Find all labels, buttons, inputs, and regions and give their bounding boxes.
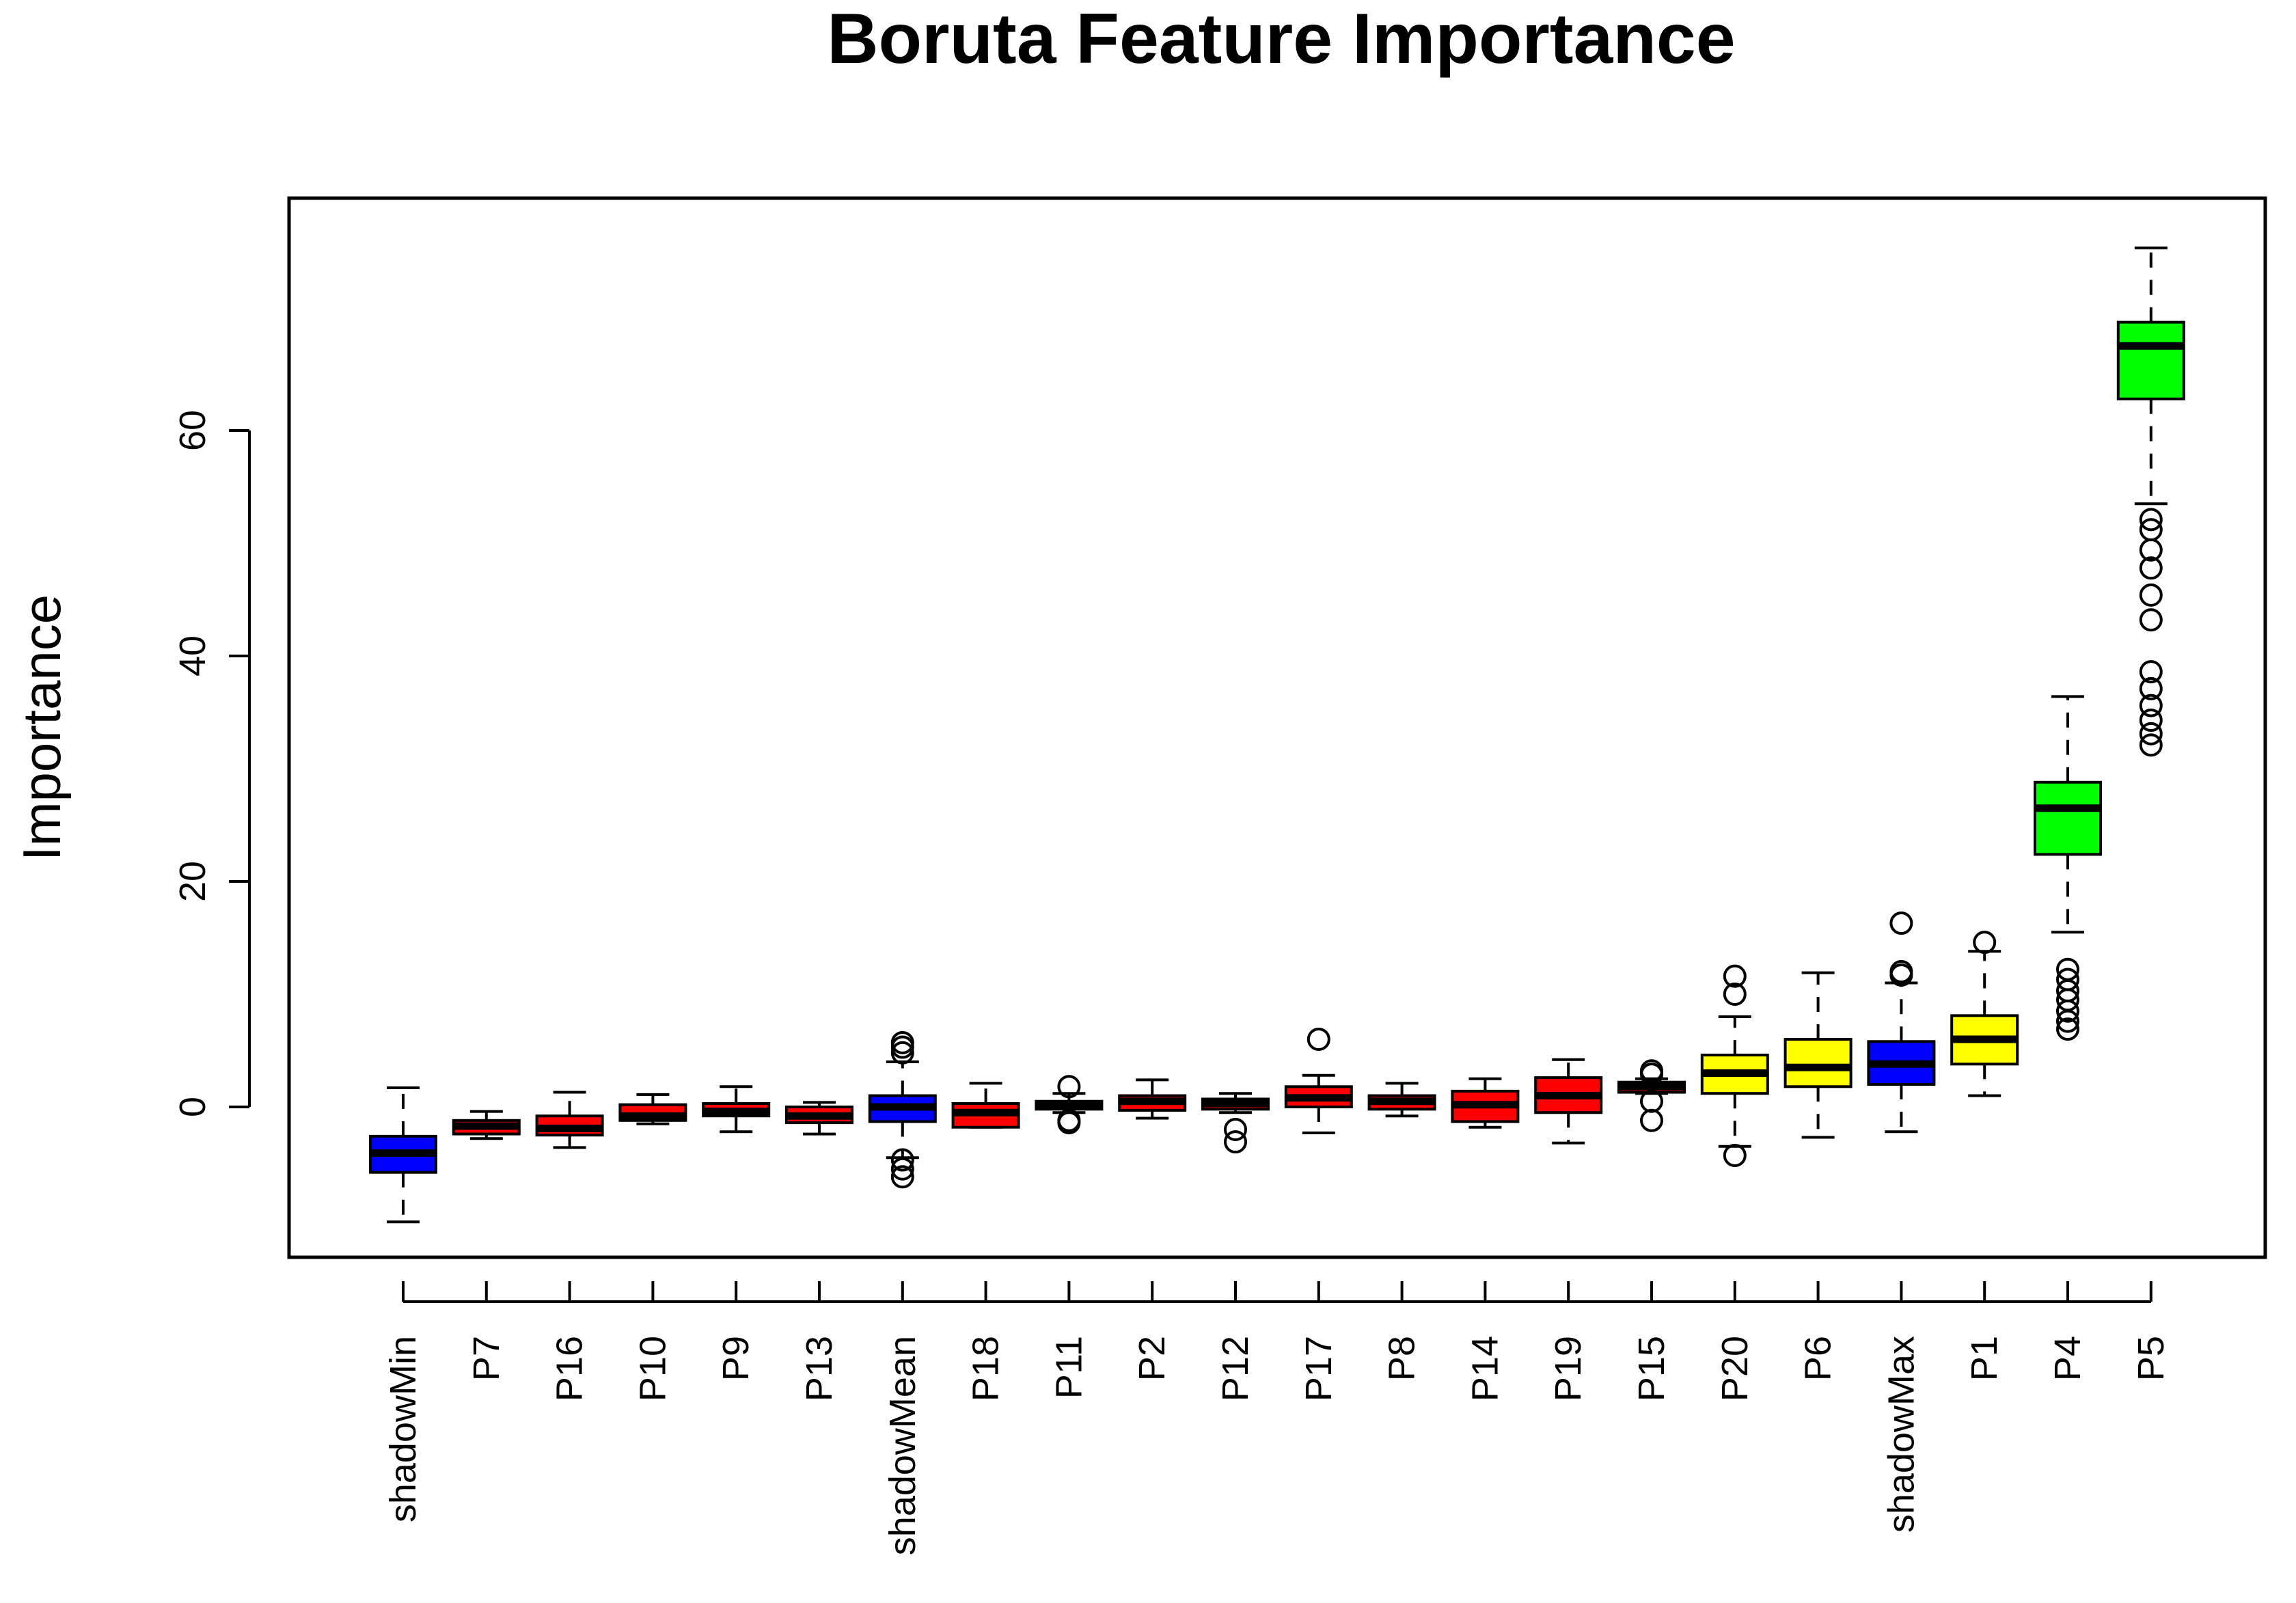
box-P17: [1284, 1028, 1353, 1134]
box-P16: [535, 1091, 604, 1149]
x-tick-label: P17: [1298, 1336, 1339, 1401]
outlier-point: [2139, 660, 2163, 684]
outlier-point: [890, 1030, 914, 1054]
outlier-point: [1640, 1063, 1663, 1086]
x-tick-label: P16: [549, 1336, 590, 1401]
box-P7: [452, 1110, 521, 1140]
outlier-point: [2056, 1017, 2079, 1041]
x-tick-label: P6: [1798, 1336, 1839, 1381]
outlier-point: [1723, 1143, 1747, 1167]
x-tick-label: P11: [1048, 1336, 1089, 1399]
outlier-point: [2139, 508, 2163, 532]
x-tick-label: P7: [466, 1336, 507, 1381]
outlier-point: [890, 1165, 914, 1189]
outlier-point: [2139, 733, 2163, 757]
outlier-point: [2139, 583, 2163, 607]
x-tick-label: P18: [966, 1336, 1007, 1401]
outlier-point: [2139, 676, 2163, 700]
box-P4: [2034, 695, 2102, 1041]
box-P11: [1035, 1075, 1104, 1135]
box-P13: [785, 1101, 853, 1136]
box-shadowMin: [369, 1086, 437, 1224]
box-shadowMax: [1867, 912, 1936, 1134]
outlier-point: [2139, 709, 2163, 732]
outlier-point: [1723, 964, 1747, 988]
outlier-point: [890, 1041, 914, 1065]
x-tick-label: P9: [715, 1336, 756, 1381]
box-P8: [1367, 1082, 1436, 1118]
box-P2: [1118, 1078, 1187, 1120]
box-P18: [951, 1082, 1020, 1129]
box-P12: [1201, 1092, 1270, 1154]
x-tick-label: P8: [1382, 1336, 1423, 1381]
outlier-point: [1723, 983, 1747, 1006]
x-tick-label: shadowMax: [1881, 1336, 1922, 1533]
y-tick-label: 20: [172, 861, 213, 902]
y-axis-title: Importance: [12, 594, 72, 861]
x-tick-label: P1: [1964, 1336, 2005, 1381]
outlier-point: [2139, 694, 2163, 717]
box-body: [2034, 780, 2102, 856]
outlier-point: [1224, 1118, 1247, 1141]
plot-frame: [287, 196, 2267, 1259]
box-P20: [1700, 964, 1769, 1167]
outlier-point: [2139, 608, 2163, 632]
outlier-point: [2139, 722, 2163, 745]
outlier-point: [2139, 556, 2163, 580]
outlier-point: [2056, 999, 2079, 1023]
chart-title: Boruta Feature Importance: [827, 0, 1735, 79]
boxplot-series: [369, 246, 2185, 1224]
x-tick-label: P4: [2047, 1336, 2088, 1381]
outlier-point: [1973, 931, 1997, 955]
box-P14: [1451, 1077, 1520, 1129]
outlier-point: [890, 1148, 914, 1172]
x-tick-label: P14: [1464, 1336, 1505, 1401]
outlier-point: [890, 1157, 914, 1181]
y-tick-label: 40: [172, 635, 213, 676]
x-tick-label: P13: [799, 1336, 840, 1401]
box-P10: [618, 1093, 687, 1125]
x-axis: shadowMin P7 P16 P10 P9 P13 shadowMean P18 P11 P2…: [383, 1281, 2172, 1555]
outlier-point: [1889, 912, 1913, 935]
outlier-point: [1307, 1028, 1330, 1051]
x-tick-label: P15: [1631, 1336, 1672, 1401]
x-tick-label: P10: [632, 1336, 673, 1401]
box-shadowMean: [868, 1030, 937, 1189]
outlier-point: [1057, 1075, 1081, 1099]
box-body: [2116, 320, 2185, 400]
outlier-point: [1057, 1111, 1081, 1135]
y-tick-label: 60: [172, 410, 213, 451]
box-P15: [1617, 1059, 1686, 1132]
y-axis: 0 20 40 60: [172, 410, 251, 1117]
box-P1: [1950, 931, 2019, 1097]
x-tick-label: P19: [1548, 1336, 1589, 1401]
x-tick-label: shadowMin: [383, 1336, 424, 1522]
x-tick-label: P20: [1714, 1336, 1755, 1401]
box-P9: [702, 1085, 771, 1134]
box-P6: [1784, 971, 1853, 1139]
y-tick-label: 0: [172, 1097, 213, 1117]
x-tick-label: shadowMean: [882, 1336, 923, 1555]
outlier-point: [1889, 960, 1913, 983]
x-tick-label: P2: [1132, 1336, 1173, 1381]
outlier-point: [2056, 1009, 2079, 1033]
outlier-point: [1224, 1130, 1247, 1154]
x-tick-label: P5: [2131, 1336, 2172, 1381]
box-body: [1784, 1038, 1853, 1088]
x-tick-label: P12: [1215, 1336, 1256, 1401]
box-P5: [2116, 246, 2185, 757]
outlier-point: [1640, 1108, 1663, 1132]
box-P19: [1534, 1058, 1603, 1145]
outlier-point: [2139, 538, 2163, 562]
